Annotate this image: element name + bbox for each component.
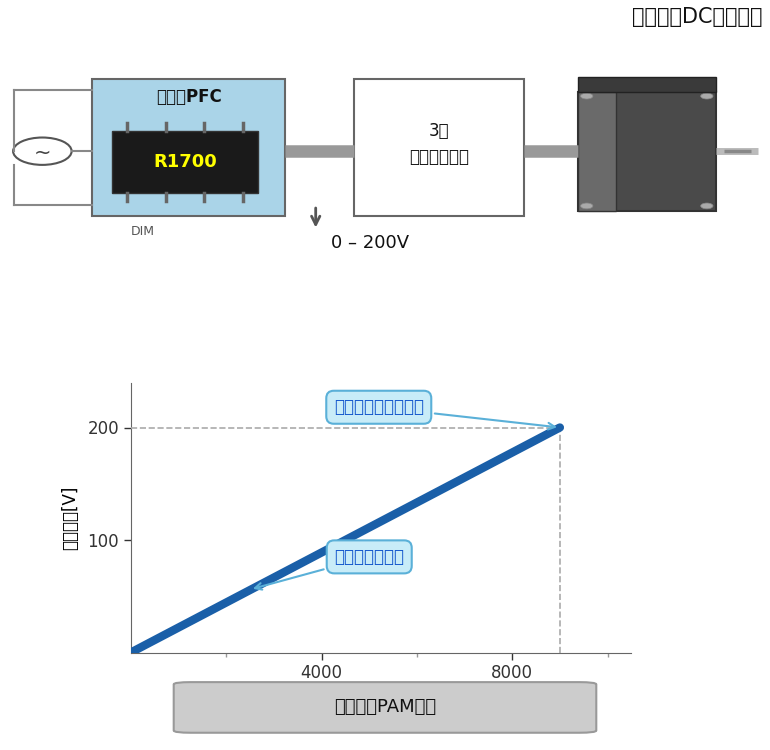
Text: ~: ~: [34, 142, 51, 162]
Text: ハイパワー化も可能: ハイパワー化も可能: [333, 398, 555, 430]
Text: 0 – 200V: 0 – 200V: [331, 234, 409, 252]
Polygon shape: [578, 77, 716, 92]
Text: パワーロス：無: パワーロス：無: [255, 548, 404, 590]
Text: 星降圧PFC: 星降圧PFC: [156, 88, 222, 106]
Circle shape: [581, 93, 593, 99]
FancyBboxPatch shape: [578, 92, 616, 211]
Text: 3層
インバーター: 3層 インバーター: [409, 122, 469, 166]
FancyBboxPatch shape: [174, 682, 596, 733]
Y-axis label: 入力電圧[V]: 入力電圧[V]: [61, 485, 79, 550]
FancyBboxPatch shape: [354, 80, 524, 216]
Circle shape: [581, 203, 593, 208]
Text: スマートPAM制御: スマートPAM制御: [334, 698, 436, 715]
X-axis label: 回転数[rpm]: 回転数[rpm]: [343, 688, 420, 706]
FancyBboxPatch shape: [578, 92, 716, 211]
Circle shape: [701, 203, 713, 208]
Circle shape: [701, 93, 713, 99]
Text: ブラシレDCモーター: ブラシレDCモーター: [632, 8, 762, 27]
FancyBboxPatch shape: [92, 80, 285, 216]
Text: R1700: R1700: [153, 153, 216, 171]
FancyBboxPatch shape: [112, 131, 258, 193]
Text: DIM: DIM: [130, 225, 155, 238]
